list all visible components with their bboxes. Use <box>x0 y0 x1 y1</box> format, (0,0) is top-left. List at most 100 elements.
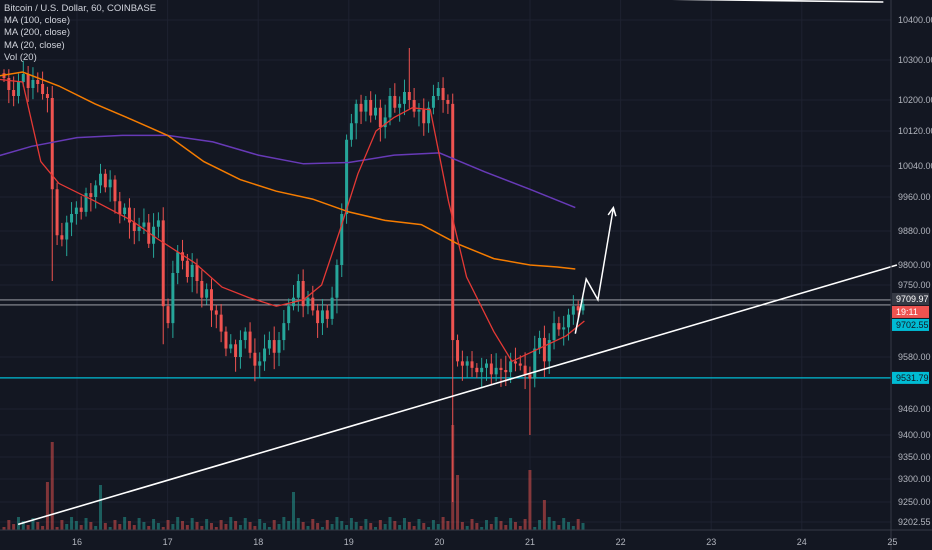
volume-bar <box>330 524 334 530</box>
candle-body <box>567 314 571 328</box>
candle-body <box>460 361 464 366</box>
candle-body <box>118 201 122 214</box>
candle-body <box>576 306 580 311</box>
candle-body <box>79 207 83 212</box>
volume-bar <box>248 522 252 530</box>
candle-body <box>74 207 78 214</box>
volume-bar <box>156 523 160 530</box>
candle-body <box>127 207 131 223</box>
price-tick-label: 10400.00 <box>898 15 932 25</box>
volume-bar <box>282 517 286 530</box>
volume-bar <box>152 519 156 530</box>
volume-bar <box>581 523 585 530</box>
volume-bar <box>214 527 218 530</box>
candle-body <box>94 185 98 197</box>
forecast-path <box>574 207 615 334</box>
volume-bar <box>292 492 295 530</box>
candle-body <box>335 265 339 298</box>
candle-body <box>267 340 271 349</box>
legend-volume[interactable]: Vol (20) <box>4 51 37 63</box>
volume-bar <box>542 500 546 530</box>
volume-bar <box>99 485 102 530</box>
candle-body <box>219 314 223 332</box>
price-tick-label: 9750.00 <box>898 280 931 290</box>
candle-body <box>224 331 228 349</box>
candle-body <box>325 310 329 319</box>
candle-body <box>166 306 170 324</box>
volume-bar <box>533 527 537 530</box>
current-price-tag-text: 9709.97 <box>896 294 929 304</box>
volume-bar <box>480 527 484 530</box>
volume-bar <box>547 517 551 530</box>
candle-body <box>316 310 320 324</box>
volume-bar <box>306 526 310 530</box>
volume-bar <box>504 525 508 530</box>
candle-body <box>195 265 199 281</box>
candle-body <box>258 361 262 366</box>
volume-bar <box>320 527 324 530</box>
volume-bar <box>176 517 180 530</box>
candle-body <box>7 78 11 90</box>
candle-body <box>89 193 93 197</box>
candle-body <box>369 100 373 116</box>
price-tick-label: 10200.00 <box>898 95 932 105</box>
volume-bar <box>402 518 406 530</box>
candle-body <box>542 337 546 362</box>
candle-body <box>538 337 542 349</box>
candle-body <box>21 74 25 82</box>
volume-bar <box>65 524 69 530</box>
candle-body <box>103 173 107 188</box>
volume-bar <box>108 527 112 530</box>
candle-body <box>431 96 435 108</box>
symbol-title: Bitcoin / U.S. Dollar, 60, COINBASE <box>4 3 157 14</box>
volume-bar <box>55 527 59 530</box>
volume-bar <box>89 522 93 530</box>
volume-bar <box>436 524 440 530</box>
volume-bar <box>41 526 45 530</box>
volume-bar <box>2 527 6 530</box>
volume-bar <box>238 525 242 530</box>
legend-ma20[interactable]: MA (20, close) <box>4 39 65 51</box>
horizontal-levels <box>0 299 891 379</box>
price-tick-label: 9800.00 <box>898 260 931 270</box>
candle-body <box>402 92 406 104</box>
candle-body <box>161 220 165 307</box>
volume-bar <box>422 523 426 530</box>
price-tick-label: 9880.00 <box>898 226 931 236</box>
candle-body <box>441 88 445 100</box>
volume-bar <box>287 521 291 530</box>
candle-body <box>470 361 474 368</box>
candle-body <box>340 214 344 265</box>
legend-ma100[interactable]: MA (100, close) <box>4 15 70 27</box>
candle-series <box>2 48 585 502</box>
candle-body <box>282 323 286 341</box>
support-price-tag: 9531.79 <box>892 371 929 384</box>
volume-bar <box>552 521 556 530</box>
volume-bar <box>359 526 363 530</box>
volume-bar <box>528 470 532 530</box>
candle-body <box>156 220 160 227</box>
volume-bar <box>123 517 127 530</box>
candle-body <box>330 297 334 319</box>
candle-body <box>504 370 508 373</box>
volume-bar <box>147 526 151 530</box>
time-tick-label: 16 <box>72 537 82 547</box>
volume-bar <box>263 523 267 530</box>
volume-bar <box>335 517 339 530</box>
user-drawings[interactable] <box>17 0 898 526</box>
candle-body <box>562 327 566 330</box>
candle-body <box>263 348 267 362</box>
candle-body <box>234 344 238 357</box>
volume-bar <box>142 522 146 530</box>
volume-bar <box>345 525 349 530</box>
volume-bar <box>171 524 175 530</box>
candle-body <box>552 323 556 341</box>
candle-body <box>65 222 69 240</box>
volume-bar <box>494 517 498 530</box>
volume-bar <box>21 521 25 530</box>
time-tick-label: 20 <box>434 537 444 547</box>
candle-body <box>417 109 421 112</box>
legend-ma200[interactable]: MA (200, close) <box>4 27 70 39</box>
